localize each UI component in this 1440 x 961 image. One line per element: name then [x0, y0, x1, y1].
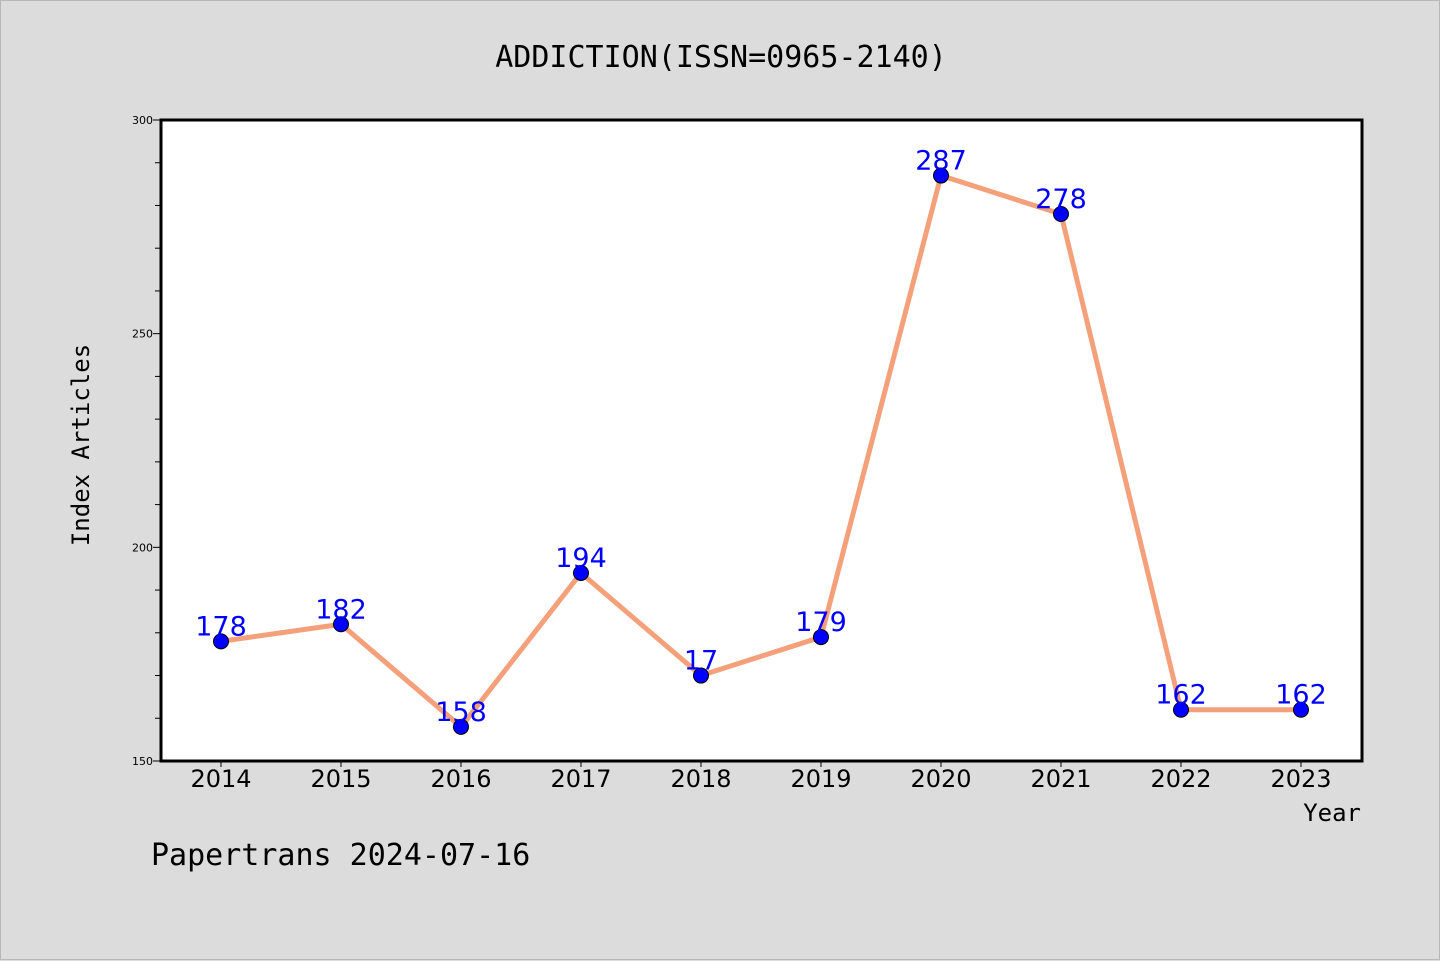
x-tick-label: 2020 — [910, 765, 971, 793]
x-tick-label: 2018 — [670, 765, 731, 793]
data-point — [693, 667, 709, 684]
data-labels: 178 182 158 194 17 179 287 278 162 162 — [195, 146, 1327, 728]
y-tick-label: 250 — [132, 328, 153, 341]
data-point — [1053, 206, 1069, 223]
data-point — [333, 616, 349, 633]
x-tick-label: 2014 — [190, 765, 251, 793]
data-point — [1293, 701, 1309, 718]
data-label: 178 — [195, 611, 247, 642]
x-tick-label: 2019 — [790, 765, 851, 793]
series-markers — [213, 167, 1309, 735]
y-axis-label: Index Articles — [67, 344, 95, 546]
x-tick-label: 2023 — [1270, 765, 1331, 793]
y-tick-label: 150 — [132, 755, 153, 768]
chart-title: ADDICTION(ISSN=0965-2140) — [495, 40, 947, 75]
data-label: 162 — [1275, 680, 1327, 711]
plot-area — [161, 120, 1362, 761]
data-point — [933, 167, 949, 184]
data-point — [573, 564, 589, 581]
y-axis: 150 200 250 300 — [132, 114, 161, 768]
x-axis-label: Year — [1303, 799, 1361, 827]
x-tick-label: 2017 — [550, 765, 611, 793]
series-line — [218, 173, 1304, 730]
data-label: 182 — [315, 594, 367, 625]
data-label: 278 — [1035, 184, 1087, 215]
data-point — [813, 629, 829, 646]
x-tick-label: 2015 — [310, 765, 371, 793]
series-line-group — [218, 173, 1304, 730]
data-point — [213, 633, 229, 650]
data-label: 17 — [684, 646, 718, 677]
data-point — [1173, 701, 1189, 718]
x-tick-label: 2021 — [1030, 765, 1091, 793]
x-tick-label: 2022 — [1150, 765, 1211, 793]
data-label: 158 — [435, 697, 487, 728]
data-label: 179 — [795, 607, 847, 638]
data-point — [453, 718, 469, 735]
footer-source: Papertrans 2024-07-16 — [151, 838, 530, 873]
x-tick-label: 2016 — [430, 765, 491, 793]
y-tick-label: 200 — [132, 541, 153, 554]
data-label: 162 — [1155, 680, 1207, 711]
y-tick-label: 300 — [132, 114, 153, 127]
data-label: 194 — [555, 543, 607, 574]
x-axis: 2014 2015 2016 2017 2018 2019 2020 2021 2022 2023 — [190, 761, 1332, 793]
plot-border — [159, 118, 1364, 763]
data-label: 287 — [915, 146, 967, 177]
